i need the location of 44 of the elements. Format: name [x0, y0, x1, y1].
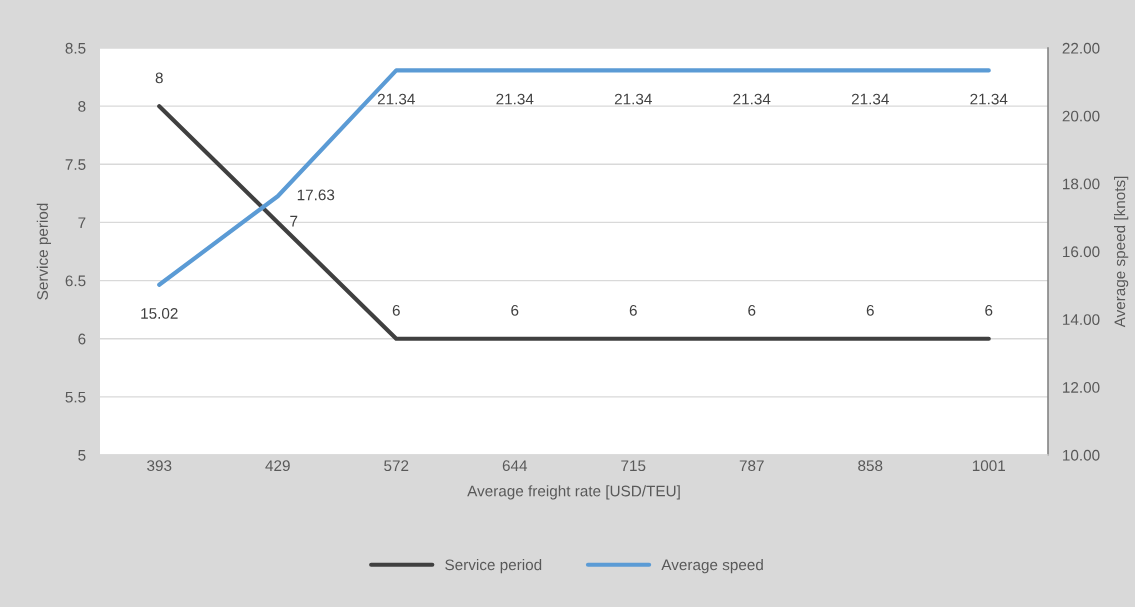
x-tick-label: 715	[621, 460, 646, 472]
y2-tick-label: 14.00	[1063, 314, 1100, 326]
y2-tick-label: 16.00	[1063, 246, 1100, 258]
data-label: 6	[748, 305, 756, 316]
data-label: 21.34	[851, 93, 889, 105]
data-label: 17.63	[297, 189, 335, 201]
data-label: 7	[290, 215, 298, 227]
x-tick-label: 572	[384, 460, 409, 472]
data-label: 21.34	[614, 93, 652, 105]
y-tick-label: 7	[78, 217, 86, 228]
data-label: 21.34	[733, 93, 771, 105]
data-label: 15.02	[141, 308, 178, 319]
y2-tick-label: 10.00	[1063, 449, 1100, 461]
y-tick-label: 7.5	[65, 159, 86, 170]
data-label: 6	[392, 305, 400, 316]
x-axis-title: Average freight rate [USD/TEU]	[467, 485, 680, 500]
x-tick-label: 787	[739, 460, 764, 472]
y-axis-title: Service period	[36, 203, 51, 300]
x-tick-label: 393	[147, 460, 172, 472]
data-label: 8	[155, 72, 163, 84]
x-tick-label: 1001	[972, 460, 1005, 472]
y-tick-label: 8	[78, 101, 86, 112]
legend-label: Service period	[445, 559, 542, 574]
y2-tick-label: 18.00	[1063, 178, 1100, 190]
data-label: 6	[511, 305, 519, 316]
y-tick-label: 5	[78, 450, 86, 461]
x-tick-label: 858	[858, 460, 883, 472]
legend-label: Average speed	[661, 559, 763, 574]
y2-tick-label: 20.00	[1062, 110, 1100, 122]
data-label: 21.34	[970, 93, 1008, 105]
y-tick-label: 8.5	[65, 42, 86, 54]
data-label: 6	[866, 305, 874, 316]
x-tick-label: 429	[265, 460, 290, 472]
x-tick-label: 644	[502, 460, 528, 472]
y2-tick-label: 12.00	[1063, 382, 1100, 393]
y2-tick-label: 22.00	[1062, 42, 1100, 54]
data-label: 6	[985, 305, 993, 316]
data-label: 21.34	[496, 93, 534, 105]
data-label: 21.34	[377, 93, 415, 105]
data-label: 6	[629, 305, 637, 316]
y-tick-label: 6.5	[65, 275, 86, 287]
y-tick-label: 5.5	[65, 391, 86, 403]
y-tick-label: 6	[78, 333, 86, 345]
y2-axis-title: Average speed [knots]	[1114, 176, 1129, 328]
